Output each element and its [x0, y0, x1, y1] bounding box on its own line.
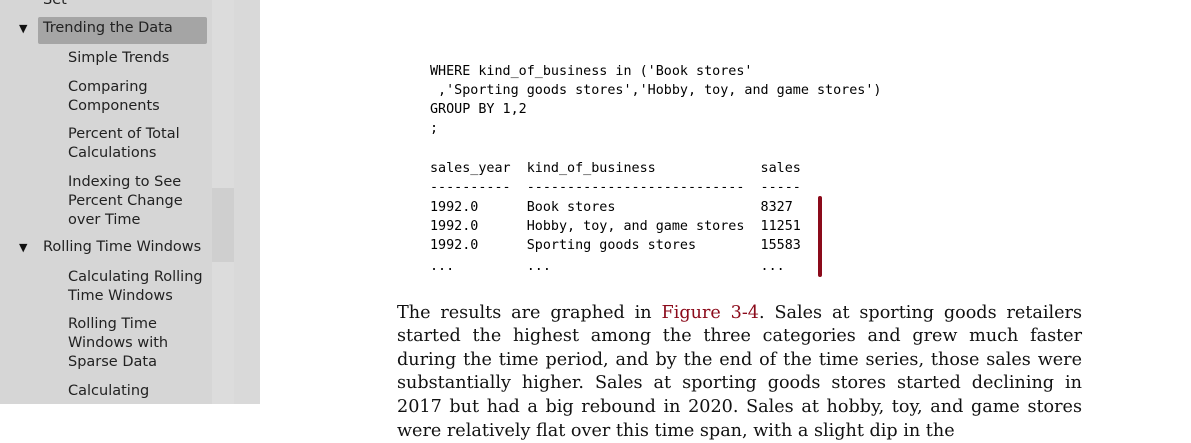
toc-item-calculating[interactable]: Calculating: [68, 383, 150, 399]
paragraph-text: . Sales at sporting goods retailers star…: [397, 302, 1082, 441]
sidebar-scrollbar-thumb[interactable]: [212, 188, 234, 262]
code-block-marker: [818, 196, 822, 277]
body-paragraph: The results are graphed in Figure 3-4. S…: [397, 302, 1082, 443]
toc-item-indexing-percent-change[interactable]: Indexing to See Percent Change over Time: [68, 174, 183, 228]
toc-item-rolling-time-windows[interactable]: Rolling Time Windows: [43, 239, 202, 255]
expand-arrow-icon[interactable]: ▼: [19, 22, 28, 35]
toc-item-calculating-rolling-time-windows[interactable]: Calculating Rolling Time Windows: [68, 269, 203, 304]
code-line: GROUP BY 1,2: [430, 102, 527, 117]
toc-item-simple-trends[interactable]: Simple Trends: [68, 50, 170, 66]
expand-arrow-icon[interactable]: ▼: [19, 241, 28, 254]
figure-link[interactable]: Figure 3-4: [661, 302, 759, 323]
result-row: ... ... ...: [430, 259, 785, 274]
toc-item-comparing-components[interactable]: Comparing Components: [68, 79, 160, 114]
reading-pane: WHERE kind_of_business in ('Book stores'…: [260, 0, 1191, 441]
toc-item-percent-of-total[interactable]: Percent of Total Calculations: [68, 126, 180, 161]
toc-sidebar: Set ▼ Trending the Data Simple Trends Co…: [0, 0, 212, 404]
sidebar-gutter: [234, 0, 260, 404]
result-row: 1992.0 Book stores 8327: [430, 200, 793, 215]
code-line: WHERE kind_of_business in ('Book stores': [430, 64, 753, 79]
paragraph-text: The results are graphed in: [397, 302, 662, 323]
result-row: 1992.0 Hobby, toy, and game stores 11251: [430, 219, 801, 234]
code-line: ;: [430, 121, 439, 136]
result-separator: ---------- --------------------------- -…: [430, 180, 801, 195]
toc-item-rolling-sparse-data[interactable]: Rolling Time Windows with Sparse Data: [68, 316, 169, 370]
toc-item-set[interactable]: Set: [43, 0, 67, 8]
code-line: ,'Sporting goods stores','Hobby, toy, an…: [430, 83, 882, 98]
result-row: 1992.0 Sporting goods stores 15583: [430, 238, 801, 253]
result-header: sales_year kind_of_business sales: [430, 161, 801, 176]
toc-item-trending-the-data[interactable]: Trending the Data: [43, 20, 173, 36]
toc-active-highlight: [38, 17, 207, 44]
